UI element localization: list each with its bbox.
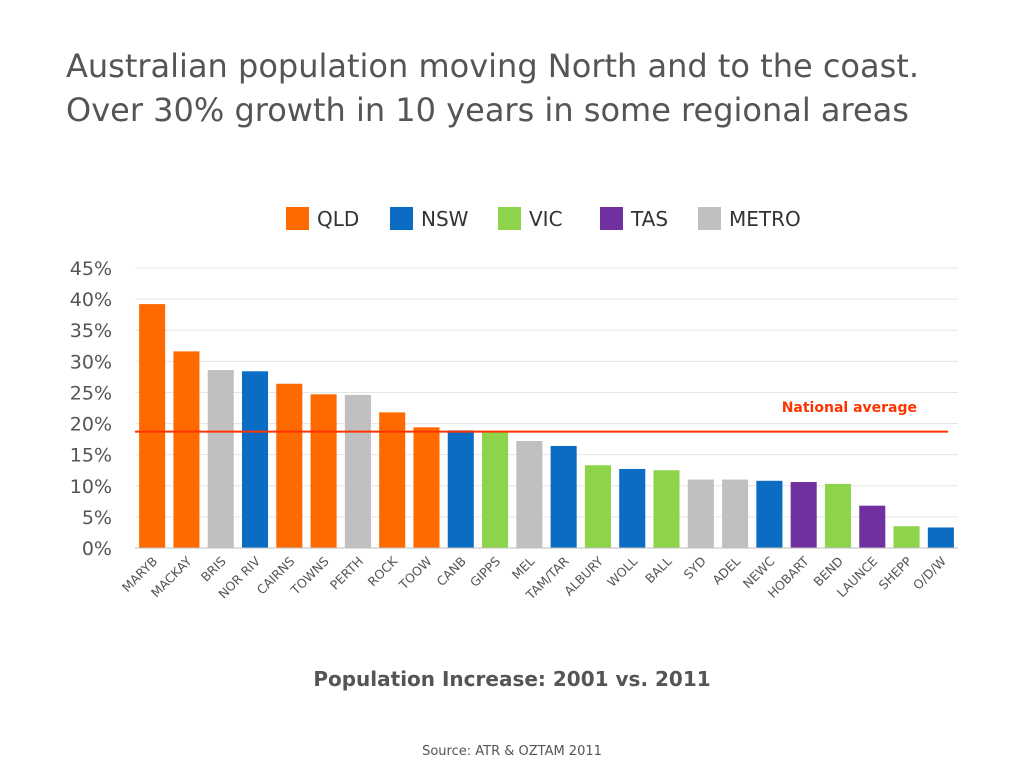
bar <box>790 482 817 548</box>
x-tick-label: SYD <box>681 554 709 582</box>
bar <box>927 527 954 548</box>
bar <box>653 470 680 548</box>
legend-label-nsw: NSW <box>421 207 469 231</box>
x-tick-label: TOWNS <box>287 553 332 598</box>
y-tick-label: 10% <box>70 476 112 498</box>
bar <box>241 371 269 548</box>
bar <box>824 483 852 548</box>
x-tick-label: ALBURY <box>561 553 606 598</box>
x-tick-label: GIPPS <box>467 553 503 589</box>
legend-label-metro: METRO <box>729 207 801 231</box>
x-tick-label: MEL <box>509 553 538 582</box>
bar <box>482 432 509 548</box>
x-tick-label: PERTH <box>327 554 366 593</box>
bar <box>139 304 166 548</box>
y-tick-label: 5% <box>82 507 112 529</box>
legend-label-vic: VIC <box>529 207 563 231</box>
x-tick-label: TOOW <box>395 554 434 593</box>
y-tick-label: 35% <box>70 320 112 342</box>
x-tick-label: O/D/W <box>910 554 949 593</box>
legend-swatch-vic <box>498 207 521 230</box>
x-tick-label: ADEL <box>709 553 743 587</box>
bar <box>550 445 577 548</box>
y-tick-label: 45% <box>70 258 112 280</box>
legend-swatch-tas <box>600 207 623 230</box>
y-tick-label: 30% <box>70 351 112 373</box>
bar <box>859 505 886 548</box>
bar <box>687 479 714 548</box>
x-tick-label: WOLL <box>604 553 640 589</box>
source-note: Source: ATR & OZTAM 2011 <box>422 744 602 759</box>
bar <box>344 394 371 548</box>
bar <box>516 440 543 548</box>
y-tick-label: 0% <box>82 538 112 560</box>
y-tick-label: 20% <box>70 414 112 436</box>
x-tick-label: CANB <box>433 554 469 590</box>
bar <box>173 351 200 548</box>
bar <box>413 427 440 548</box>
y-tick-label: 40% <box>70 289 112 311</box>
bar <box>893 526 920 548</box>
page-title: Australian population moving North and t… <box>66 44 1006 132</box>
y-tick-label: 25% <box>70 382 112 404</box>
bar <box>207 370 234 548</box>
bar <box>276 383 303 548</box>
national-average-label: National average <box>782 400 917 416</box>
bar <box>379 412 406 548</box>
bar <box>584 465 611 548</box>
x-tick-label: BRIS <box>198 553 229 584</box>
y-tick-label: 15% <box>70 445 112 467</box>
bar <box>619 468 646 548</box>
legend-label-tas: TAS <box>630 207 668 231</box>
legend-label-qld: QLD <box>317 207 359 231</box>
bar <box>756 480 783 548</box>
bar <box>447 430 474 548</box>
x-tick-label: SHEPP <box>876 553 915 592</box>
legend-swatch-nsw <box>390 207 413 230</box>
bar <box>722 479 749 548</box>
x-tick-label: ROCK <box>365 553 401 589</box>
bar <box>310 394 337 548</box>
legend-swatch-qld <box>286 207 309 230</box>
x-axis-title: Population Increase: 2001 vs. 2011 <box>313 667 711 691</box>
x-tick-label: BALL <box>642 553 675 586</box>
legend-swatch-metro <box>698 207 721 230</box>
title-line-1: Australian population moving North and t… <box>66 47 919 85</box>
title-line-2: Over 30% growth in 10 years in some regi… <box>66 91 909 129</box>
